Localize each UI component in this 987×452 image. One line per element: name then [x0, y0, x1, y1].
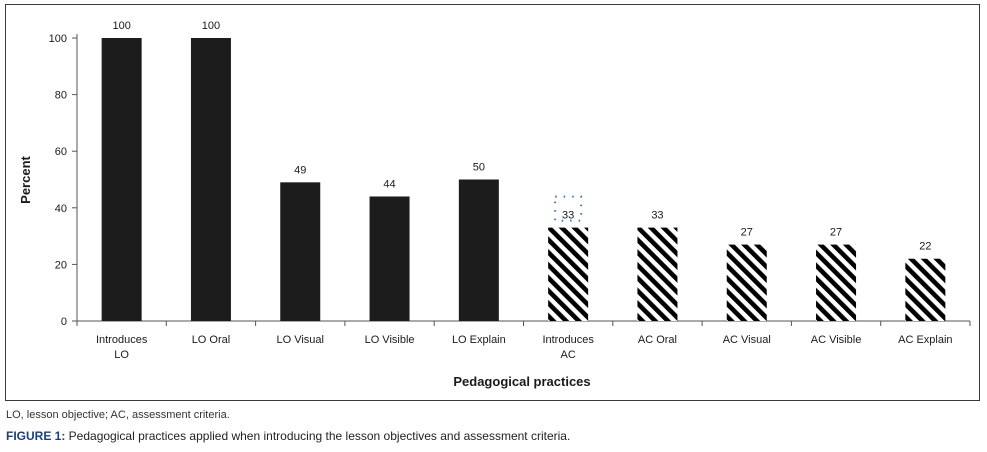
bar	[101, 38, 142, 321]
category-label: LO Oral	[192, 334, 231, 346]
y-axis-title: Percent	[18, 155, 33, 203]
data-label: 27	[830, 227, 842, 239]
figure-caption-label: FIGURE 1:	[6, 429, 66, 443]
y-tick-label: 60	[55, 146, 67, 158]
data-label: 22	[919, 241, 931, 253]
x-axis-title: Pedagogical practices	[453, 374, 590, 389]
bar	[726, 244, 767, 321]
category-label: AC Visible	[811, 334, 862, 346]
bar	[369, 196, 410, 321]
category-label: AC	[561, 349, 576, 361]
category-label: LO Visible	[365, 334, 415, 346]
chart-footnote: LO, lesson objective; AC, assessment cri…	[6, 409, 230, 421]
data-label: 100	[202, 20, 220, 32]
category-label: Introduces	[542, 334, 594, 346]
y-tick-label: 80	[55, 90, 67, 102]
data-label: 33	[651, 210, 663, 222]
category-label: Introduces	[96, 334, 148, 346]
bar	[905, 258, 946, 321]
bar	[816, 244, 857, 321]
y-tick-label: 0	[61, 316, 67, 328]
category-label: AC Oral	[638, 334, 677, 346]
bar	[190, 38, 231, 321]
figure-caption-text: Pedagogical practices applied when intro…	[65, 429, 571, 443]
data-label: 49	[294, 164, 306, 176]
data-label: 44	[383, 178, 395, 190]
category-label: AC Explain	[898, 334, 952, 346]
data-label: 33	[562, 210, 574, 222]
bar-chart: 0 20 40 60 80 100 100 Introduces LO 100 LO Oral 49…	[18, 20, 971, 389]
y-tick-label: 100	[49, 33, 67, 45]
y-tick-label: 40	[55, 203, 67, 215]
data-label: 50	[473, 162, 485, 174]
data-label: 100	[112, 20, 130, 32]
figure-caption: FIGURE 1: Pedagogical practices applied …	[6, 429, 570, 443]
bar	[637, 227, 678, 321]
category-label: LO Visual	[277, 334, 325, 346]
category-label: LO	[114, 349, 129, 361]
bar	[548, 227, 589, 321]
category-label: LO Explain	[452, 334, 506, 346]
bar	[458, 179, 499, 321]
data-label: 27	[741, 227, 753, 239]
category-label: AC Visual	[723, 334, 771, 346]
bar	[280, 182, 321, 321]
y-tick-label: 20	[55, 259, 67, 271]
